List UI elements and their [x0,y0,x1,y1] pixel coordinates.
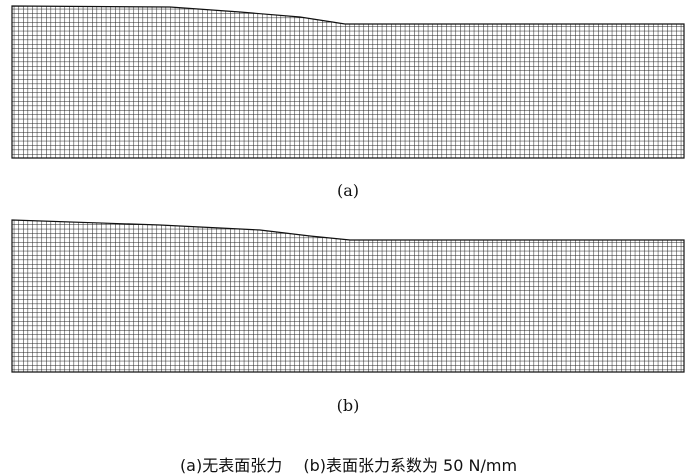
caption-a: (a)无表面张力 [179,456,283,475]
figure-caption: (a)无表面张力 (b)表面张力系数为 50 N/mm [0,452,697,476]
caption-b: (b)表面张力系数为 50 N/mm [303,456,518,475]
panel-label-b: (b) [336,396,360,415]
mesh-a [11,5,685,159]
mesh-b [11,219,685,373]
panel-label-a: (a) [336,181,360,200]
